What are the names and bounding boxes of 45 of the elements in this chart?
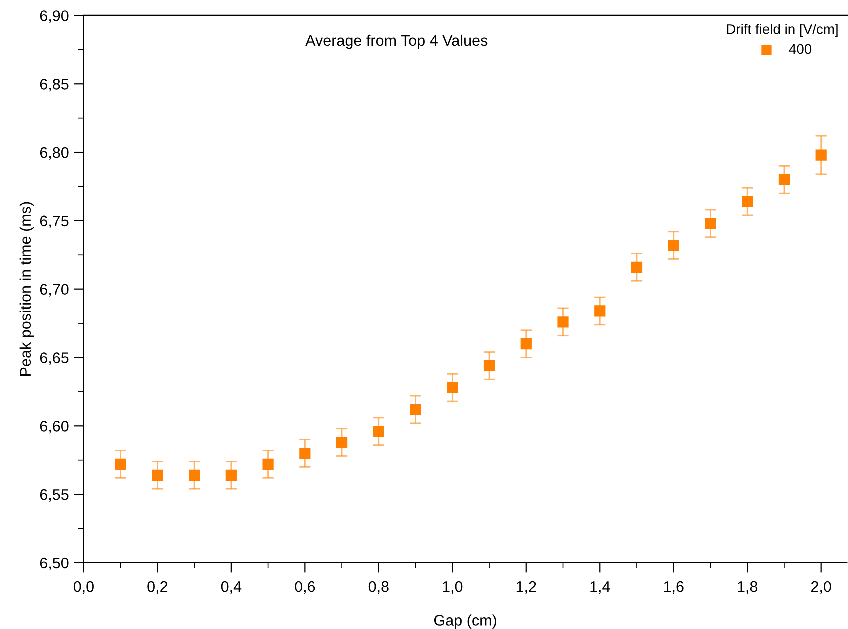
point: [668, 240, 680, 252]
point: [300, 448, 311, 460]
legend-label: 400: [789, 44, 812, 54]
point: [262, 458, 274, 470]
x-tick-label: 1,4: [590, 582, 610, 594]
point: [705, 218, 716, 230]
x-tick-label: 1,6: [664, 581, 684, 594]
y-tick-label: 6,65: [40, 352, 69, 366]
y-tick-label: 6,85: [40, 78, 69, 92]
point: [373, 426, 384, 438]
x-tick-label: 1,0: [443, 581, 463, 594]
point: [742, 196, 754, 208]
x-tick-label: 0,8: [368, 581, 389, 594]
point: [336, 437, 348, 448]
point: [520, 338, 532, 350]
point: [410, 404, 422, 416]
x-tick-label: 0,4: [221, 581, 242, 594]
x-tick-label: 1,8: [738, 581, 758, 594]
y-axis-title: Peak position in time (ms): [20, 202, 34, 376]
y-tick-label: 6,60: [40, 421, 69, 434]
y-tick-label: 6,90: [40, 10, 69, 24]
x-tick-label: 1,2: [516, 581, 536, 594]
y-tick-label: 6,55: [40, 489, 69, 502]
point: [115, 458, 126, 470]
x-tick-label: 0,6: [295, 581, 316, 594]
point: [226, 470, 237, 481]
point: [816, 150, 827, 161]
y-tick-label: 6,70: [40, 284, 69, 297]
y-tick-label: 6,75: [40, 216, 69, 228]
point: [631, 262, 643, 274]
point: [778, 174, 790, 186]
point: [594, 306, 606, 317]
x-axis-title: Gap (cm): [434, 614, 496, 629]
point: [152, 470, 164, 481]
x-tick-label: 0,2: [148, 581, 168, 594]
y-tick-label: 6,80: [40, 147, 69, 160]
y-tick-label: 6,50: [40, 558, 69, 570]
point: [447, 382, 458, 394]
point: [189, 470, 200, 481]
x-tick-label: 2,0: [811, 581, 832, 594]
annotation: Average from Top 4 Values: [306, 34, 488, 50]
x-tick-label: 0,0: [74, 581, 94, 594]
legend-title: Drift field in [V/cm]: [727, 24, 838, 38]
point: [484, 360, 496, 372]
point: [558, 316, 569, 328]
